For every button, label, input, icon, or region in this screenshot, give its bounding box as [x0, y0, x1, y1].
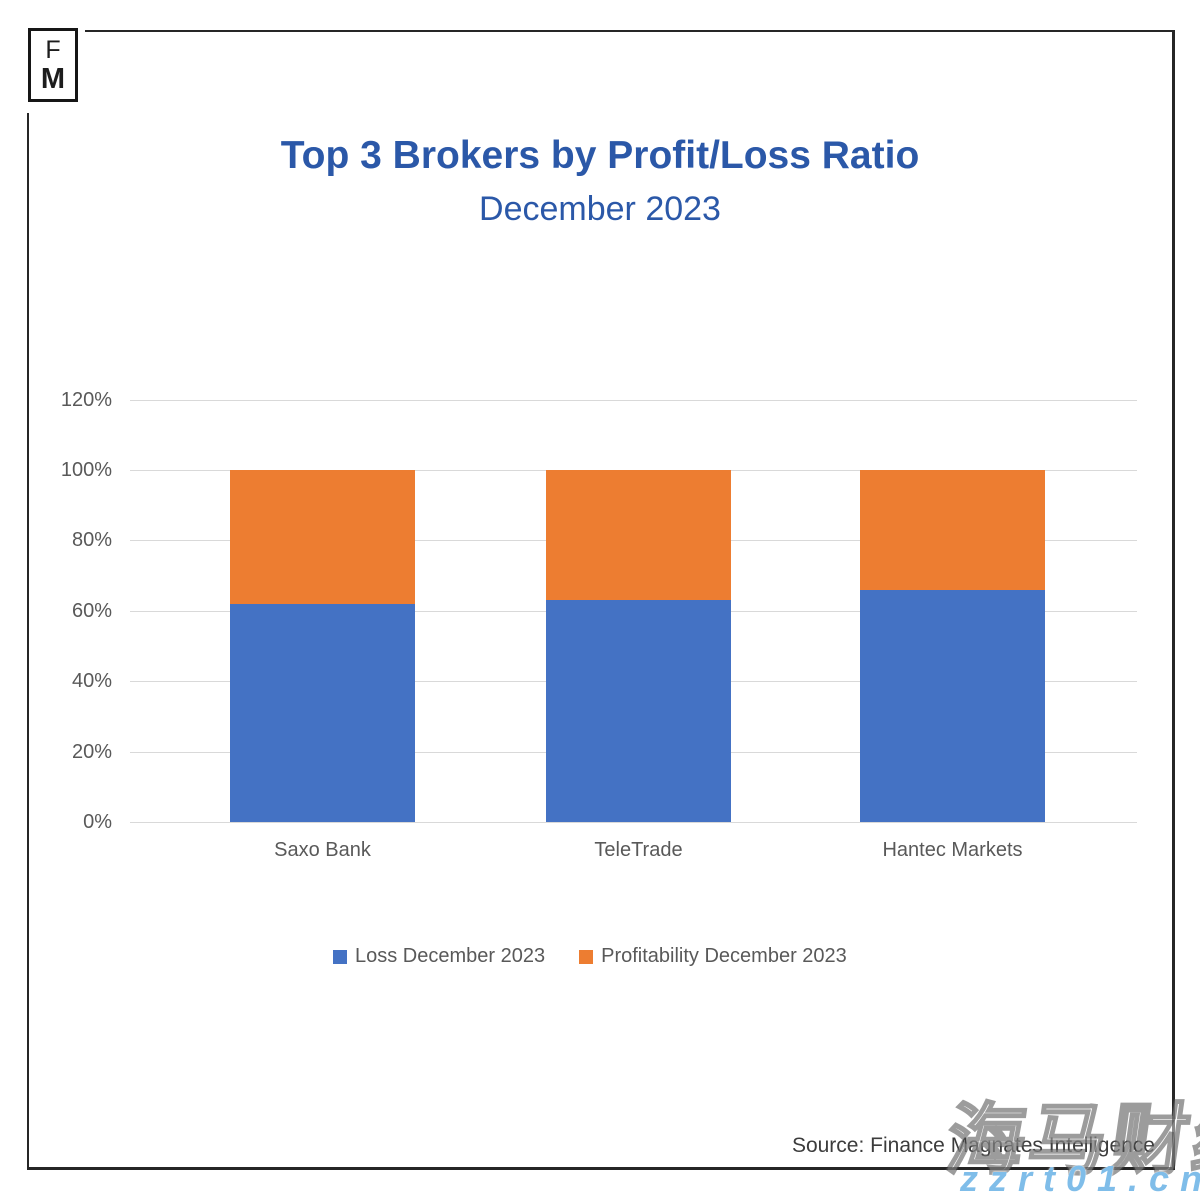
gridline-0pct [130, 822, 1137, 823]
frame-border-bottom [27, 1167, 1175, 1170]
chart-title: Top 3 Brokers by Profit/Loss Ratio [280, 134, 920, 177]
fm-logo: F M [28, 28, 78, 102]
legend-label-loss: Loss December 2023 [355, 945, 546, 967]
bar-segment-profitability [546, 470, 731, 601]
x-axis-label-hantec-markets: Hantec Markets [882, 839, 1023, 861]
legend-label-profitability: Profitability December 2023 [601, 945, 847, 967]
y-axis-tick: 0% [83, 811, 112, 833]
bar-segment-loss [546, 600, 731, 822]
y-axis-tick: 60% [71, 600, 112, 622]
bar-segment-profitability [860, 470, 1045, 590]
x-axis-label-saxo-bank: Saxo Bank [274, 839, 371, 861]
fm-logo-letter-f: F [45, 35, 61, 64]
x-axis-label-teletrade: TeleTrade [594, 839, 683, 861]
source-note: Source: Finance Magnates Intelligence [791, 1134, 1155, 1157]
bar-teletrade [546, 470, 731, 822]
legend-item-profitability: Profitability December 2023 [579, 945, 847, 968]
y-axis-tick: 80% [71, 529, 112, 551]
chart-legend: Loss December 2023 Profitability Decembe… [333, 945, 847, 968]
y-axis-tick: 40% [71, 670, 112, 692]
y-axis-tick: 100% [60, 459, 112, 481]
chart-subtitle: December 2023 [479, 190, 721, 228]
legend-swatch-profitability [579, 949, 594, 964]
y-axis-tick: 20% [71, 741, 112, 763]
legend-item-loss: Loss December 2023 [333, 945, 545, 968]
frame-border-top [85, 30, 1174, 32]
frame-border-right [1172, 30, 1175, 1170]
bar-hantec-markets [860, 470, 1045, 822]
legend-swatch-loss [333, 949, 347, 964]
bar-segment-profitability [230, 470, 415, 604]
frame-border-left [27, 113, 29, 1167]
bar-segment-loss [860, 589, 1045, 822]
bar-saxo-bank [230, 470, 415, 822]
bar-segment-loss [230, 603, 415, 822]
fm-logo-letter-m: M [40, 62, 66, 95]
gridline-120pct [130, 400, 1137, 401]
y-axis-tick: 120% [60, 389, 112, 411]
watermark-url: zzrt01.cn [960, 1158, 1200, 1199]
